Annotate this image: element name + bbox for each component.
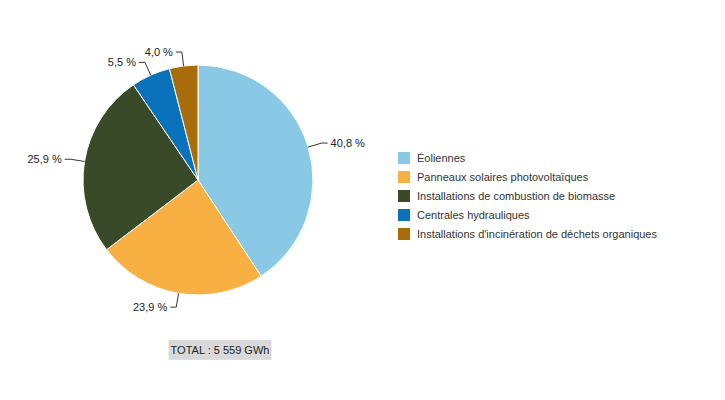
data-label: 40,8 %: [331, 137, 365, 149]
data-labels: 40,8 % 23,9 % 25,9 % 5,5 % 4,0 %: [27, 46, 365, 313]
pie: [83, 65, 313, 295]
legend-label: Centrales hydrauliques: [417, 209, 530, 221]
annotation: TOTAL : 5 559 GWh: [169, 340, 272, 360]
data-label: 25,9 %: [27, 153, 61, 165]
annotation-text: TOTAL : 5 559 GWh: [171, 344, 270, 356]
legend-label: Panneaux solaires photovoltaïques: [417, 171, 589, 183]
legend-swatch: [398, 190, 410, 202]
legend-swatch: [398, 209, 410, 221]
legend-swatch: [398, 152, 410, 164]
pie-slice: [169, 65, 198, 180]
legend-swatch: [398, 228, 410, 240]
data-label: 4,0 %: [145, 46, 173, 58]
leader-line: [170, 293, 178, 307]
leader-line: [65, 159, 85, 161]
legend-label: Installations d'incinération de déchets …: [417, 228, 657, 240]
legend-swatch: [398, 171, 410, 183]
data-label: 23,9 %: [133, 301, 167, 313]
chart: 40,8 % 23,9 % 25,9 % 5,5 % 4,0 % Éoliennes Pan…: [0, 0, 725, 400]
annotation-box: [169, 340, 272, 360]
leader-line: [176, 52, 184, 66]
leader-line: [139, 62, 151, 75]
data-label: 5,5 %: [108, 56, 136, 68]
legend-label: Éoliennes: [417, 152, 466, 164]
legend: Éoliennes Panneaux solaires photovoltaïqu…: [398, 152, 657, 240]
leader-line: [308, 143, 327, 147]
legend-label: Installations de combustion de biomasse: [417, 190, 615, 202]
